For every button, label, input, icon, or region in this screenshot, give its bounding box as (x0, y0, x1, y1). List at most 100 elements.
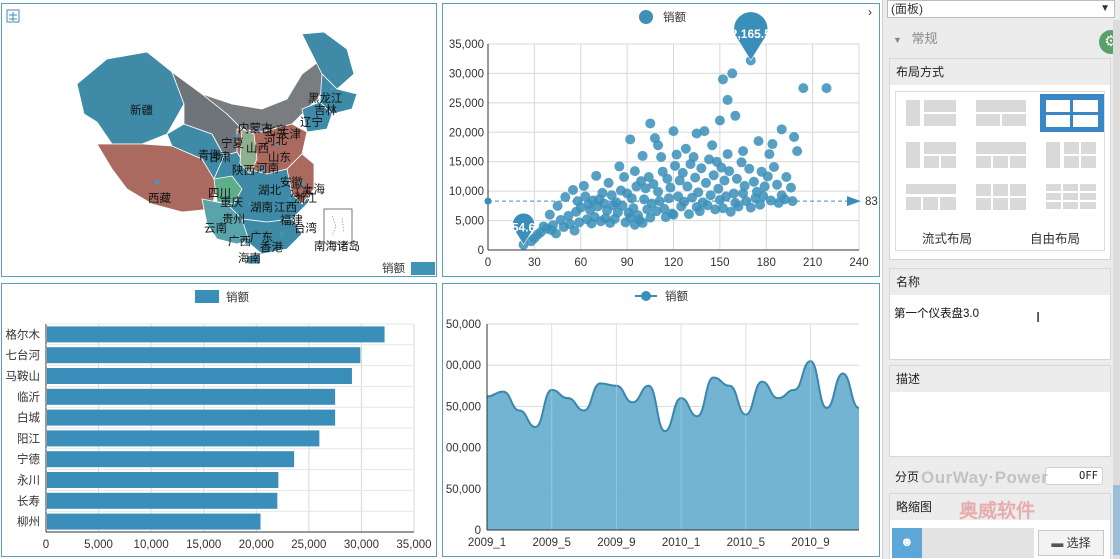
scatter-point[interactable] (776, 124, 787, 135)
layout-option-7[interactable] (900, 178, 962, 214)
scatter-point[interactable] (606, 190, 617, 201)
bar[interactable] (47, 472, 279, 488)
scatter-point[interactable] (645, 118, 656, 129)
scatter-point[interactable] (821, 83, 832, 94)
scatter-point[interactable] (724, 166, 735, 177)
region-hainan[interactable] (246, 253, 261, 265)
scatter-point[interactable] (745, 202, 756, 213)
scatter-point[interactable] (705, 190, 716, 201)
scatter-point[interactable] (608, 200, 619, 211)
scatter-point[interactable] (563, 210, 574, 221)
scatter-point[interactable] (691, 128, 702, 139)
map-panel-icon[interactable] (6, 9, 20, 23)
scatter-point[interactable] (731, 173, 742, 184)
scatter-point[interactable] (603, 177, 614, 188)
scatter-point[interactable] (696, 163, 707, 174)
scatter-point[interactable] (733, 201, 744, 212)
scatter-point[interactable] (739, 180, 750, 191)
scatter-point[interactable] (730, 110, 741, 121)
layout-option-3-selected[interactable] (1040, 94, 1104, 132)
scatter-point[interactable] (762, 171, 773, 182)
scatter-point[interactable] (671, 149, 682, 160)
scatter-point[interactable] (636, 176, 647, 187)
scatter-point[interactable] (768, 162, 779, 173)
scatter-point[interactable] (710, 204, 721, 215)
scatter-point[interactable] (789, 131, 800, 142)
scatter-point[interactable] (597, 187, 608, 198)
layout-option-9[interactable] (1040, 178, 1102, 214)
region-shaanxi[interactable] (239, 128, 258, 175)
scatter-point[interactable] (637, 217, 648, 228)
scatter-point[interactable] (526, 236, 537, 247)
scatter-point[interactable] (551, 228, 562, 239)
scatter-point[interactable] (648, 179, 659, 190)
scatter-point[interactable] (680, 143, 691, 154)
map-legend-swatch[interactable] (411, 262, 435, 275)
region-xinjiang[interactable] (76, 51, 185, 145)
chevron-right-icon[interactable]: › (868, 5, 872, 19)
scatter-point[interactable] (657, 166, 668, 177)
scatter-point[interactable] (639, 194, 650, 205)
scatter-point[interactable] (653, 186, 664, 197)
scatter-point[interactable] (660, 212, 671, 223)
scatter-point[interactable] (765, 195, 776, 206)
scatter-point[interactable] (670, 160, 681, 171)
scatter-point[interactable] (717, 203, 728, 214)
scatter-point[interactable] (645, 212, 656, 223)
scatter-point[interactable] (628, 203, 639, 214)
bar[interactable] (47, 347, 361, 364)
flow-layout-button[interactable]: 流式布局 (922, 232, 973, 246)
scatter-point[interactable] (707, 140, 718, 151)
scatter-point[interactable] (656, 152, 667, 163)
scatter-point[interactable] (617, 200, 628, 211)
scatter-point[interactable] (668, 126, 679, 137)
scatter-point[interactable] (779, 194, 790, 205)
bar[interactable] (47, 368, 352, 384)
scatter-point[interactable] (625, 134, 636, 145)
scatter-point[interactable] (722, 94, 733, 105)
scatter-point[interactable] (663, 193, 674, 204)
scatter-point[interactable] (725, 206, 736, 217)
scatter-point[interactable] (568, 184, 579, 195)
scatter-point[interactable] (560, 192, 571, 203)
scatter-point[interactable] (574, 217, 585, 228)
scatter-point[interactable] (614, 161, 625, 172)
panel-select[interactable]: (面板) ▼ (887, 0, 1115, 18)
layout-option-6[interactable] (1040, 136, 1102, 172)
sidebar-scrollbar-thumb[interactable] (1113, 485, 1120, 555)
min-pin[interactable] (512, 213, 535, 246)
bar-legend[interactable]: 销额 (195, 290, 249, 304)
select-image-button[interactable]: ▬ 选择 (1038, 530, 1104, 556)
paging-toggle[interactable]: OFF (1045, 467, 1103, 485)
layout-option-5[interactable] (970, 136, 1032, 172)
region-east[interactable] (286, 153, 315, 205)
layout-option-4[interactable] (900, 136, 962, 172)
region-sichuan[interactable] (213, 175, 243, 205)
bar[interactable] (47, 492, 278, 509)
description-input[interactable] (892, 394, 1108, 454)
scatter-point[interactable] (772, 179, 783, 190)
scatter-point[interactable] (653, 140, 664, 151)
scatter-point[interactable] (591, 170, 602, 181)
scatter-point[interactable] (662, 173, 673, 184)
scatter-point[interactable] (721, 191, 732, 202)
free-layout-button[interactable]: 自由布局 (1030, 232, 1081, 246)
region-heilongjiang[interactable] (301, 31, 355, 90)
scatter-point[interactable] (744, 163, 755, 174)
scatter-point[interactable] (699, 126, 710, 137)
scatter-point[interactable] (687, 192, 698, 203)
region-south[interactable] (241, 218, 303, 255)
max-pin[interactable] (733, 11, 769, 62)
bar[interactable] (47, 513, 261, 530)
scatter-point[interactable] (719, 175, 730, 186)
area-line[interactable] (486, 360, 860, 433)
scatter-point[interactable] (535, 227, 546, 238)
scatter-point[interactable] (685, 159, 696, 170)
scatter-point[interactable] (580, 191, 591, 202)
scatter-point[interactable] (708, 170, 719, 181)
scatter-point[interactable] (713, 183, 724, 194)
scatter-point[interactable] (625, 212, 636, 223)
scatter-point[interactable] (738, 188, 749, 199)
layout-option-2[interactable] (970, 94, 1032, 130)
scatter-point[interactable] (643, 172, 654, 183)
